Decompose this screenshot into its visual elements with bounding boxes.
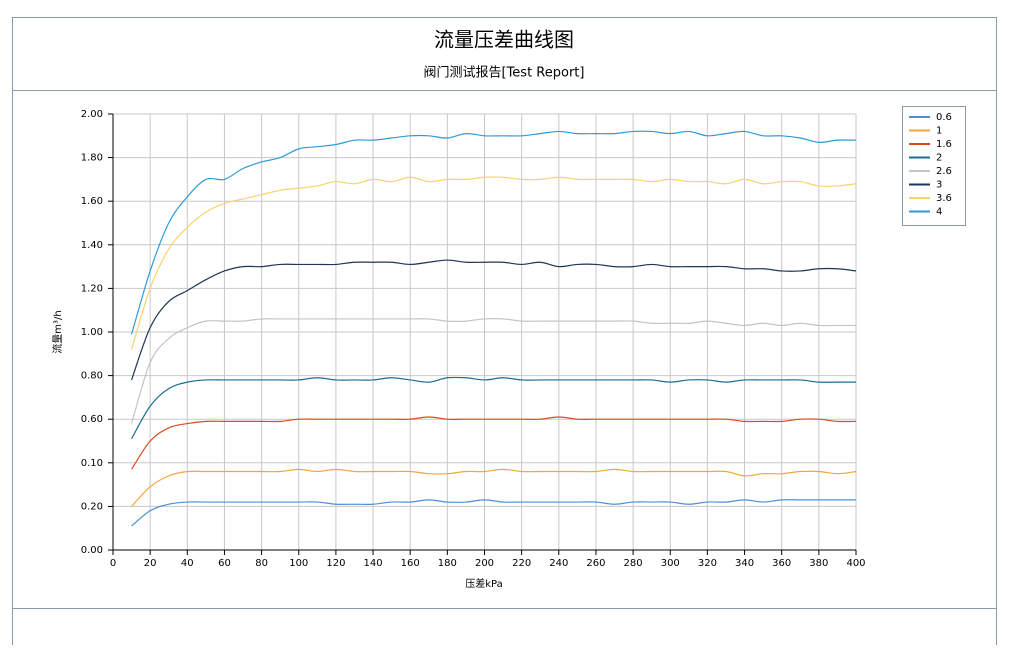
x-tick-label: 240 [549,558,568,569]
legend-label: 4 [936,207,942,218]
y-tick-label: 1.00 [81,327,103,338]
series-line [131,416,857,470]
x-axis-label: 压差kPa [465,577,503,590]
x-tick-label: 400 [846,558,865,569]
legend-label: 3.6 [936,193,952,204]
y-tick-label: 1.20 [81,283,103,294]
series-line [131,318,856,424]
x-tick-label: 80 [255,558,268,569]
y-tick-label: 2.00 [81,109,103,120]
x-tick-label: 40 [181,558,194,569]
legend-label: 1.6 [936,139,952,150]
legend-label: 1 [936,126,942,137]
chart-subtitle: 阀门测试报告[Test Report] [424,66,585,81]
y-tick-label: 0.60 [81,414,103,425]
series-line [131,259,857,381]
legend-label: 2.6 [936,166,952,177]
x-tick-label: 380 [809,558,828,569]
y-tick-label: 1.60 [81,196,103,207]
series-line [131,376,856,440]
y-tick-label: 1.80 [81,153,103,164]
x-tick-label: 100 [289,558,308,569]
x-tick-label: 360 [772,558,791,569]
x-tick-label: 280 [624,558,643,569]
y-tick-label: 0.20 [81,501,103,512]
x-tick-label: 260 [586,558,605,569]
x-tick-label: 300 [661,558,680,569]
y-tick-label: 0.80 [81,371,103,382]
series-line [131,176,857,350]
x-tick-label: 60 [218,558,231,569]
legend-label: 2 [936,153,942,164]
series-line [131,499,856,527]
x-tick-label: 0 [110,558,116,569]
y-tick-label: 0.10 [81,458,103,469]
x-tick-label: 220 [512,558,531,569]
chart-title: 流量压差曲线图 [434,29,574,52]
legend-label: 0.6 [936,112,952,123]
series-line [130,130,857,335]
series-line [131,468,857,507]
frame [12,17,997,649]
x-tick-label: 180 [438,558,457,569]
y-axis-label: 流量m³/h [51,310,64,353]
x-tick-label: 120 [326,558,345,569]
legend-label: 3 [936,180,942,191]
y-tick-label: 0.00 [81,545,103,556]
x-tick-label: 340 [735,558,754,569]
x-tick-label: 200 [475,558,494,569]
x-tick-label: 140 [364,558,383,569]
y-tick-label: 1.40 [81,240,103,251]
legend-box [902,106,966,226]
x-tick-label: 20 [144,558,157,569]
x-tick-label: 320 [698,558,717,569]
x-tick-label: 160 [401,558,420,569]
